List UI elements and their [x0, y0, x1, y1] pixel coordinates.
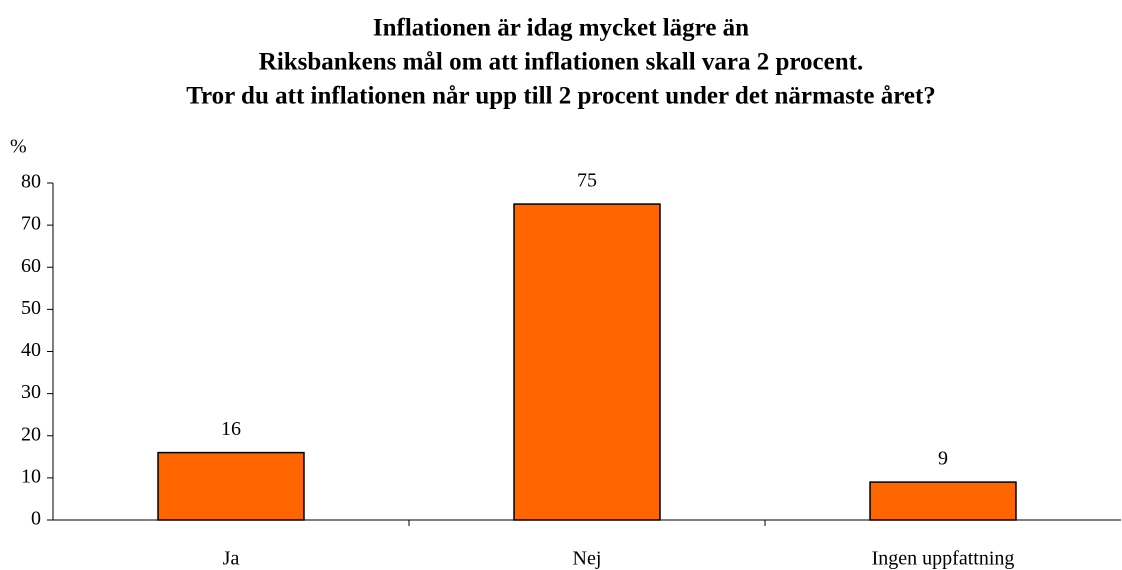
- x-tick-label: Ingen uppfattning: [872, 548, 1015, 570]
- chart-title: Inflationen är idag mycket lägre än: [373, 15, 749, 42]
- chart-title: Riksbankens mål om att inflationen skall…: [259, 49, 863, 76]
- y-tick-label: 0: [31, 508, 41, 530]
- y-tick-label: 20: [21, 423, 41, 445]
- y-tick-label: 80: [21, 171, 41, 193]
- data-label: 9: [938, 448, 948, 470]
- y-tick-label: 40: [21, 339, 41, 361]
- chart-title: Tror du att inflationen når upp till 2 p…: [186, 83, 936, 110]
- x-tick-label: Ja: [223, 548, 240, 570]
- bar: [157, 451, 305, 521]
- y-tick-label: 10: [21, 465, 41, 487]
- data-label: 16: [221, 418, 241, 440]
- bar: [869, 481, 1017, 521]
- bar: [513, 203, 661, 521]
- y-tick-label: 60: [21, 255, 41, 277]
- y-tick-label: 70: [21, 213, 41, 235]
- x-tick-label: Nej: [573, 548, 602, 570]
- y-tick-label: 50: [21, 297, 41, 319]
- y-tick-label: 30: [21, 381, 41, 403]
- data-label: 75: [577, 170, 597, 192]
- y-axis-label: %: [10, 136, 27, 158]
